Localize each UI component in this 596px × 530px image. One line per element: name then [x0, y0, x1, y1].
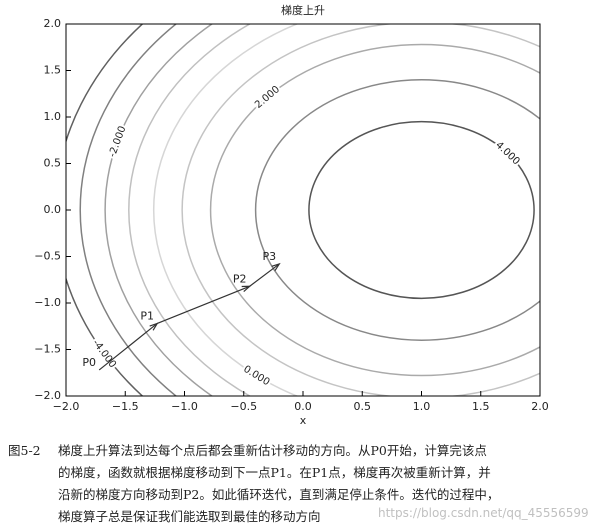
- point-label: P0: [82, 356, 96, 369]
- caption-line: 梯度上升算法到达每个点后都会重新估计移动的方向。从P0开始，计算完该点: [58, 443, 487, 458]
- caption-line: 的梯度，函数就根据梯度移动到下一点P1。在P1点，梯度再次被重新计算，并: [58, 465, 491, 480]
- x-tick-label: 2.0: [531, 400, 549, 413]
- x-tick-label: 1.5: [472, 400, 490, 413]
- contour-line: [209, 43, 540, 377]
- figure-number: 图5-2: [8, 443, 41, 458]
- caption-line: 梯度算子总是保证我们能选取到最佳的移动方向: [58, 509, 321, 524]
- contour-line: [308, 120, 535, 300]
- y-tick-label: 0.0: [44, 203, 62, 216]
- y-tick-label: −2.0: [34, 389, 61, 402]
- y-tick-label: 1.0: [44, 110, 62, 123]
- x-tick-label: −2.0: [53, 400, 80, 413]
- contour-line: [128, 24, 252, 396]
- x-axis-label: x: [300, 414, 307, 427]
- contour-line: [79, 24, 178, 396]
- y-tick-label: −0.5: [34, 250, 61, 263]
- point-label: P2: [233, 272, 247, 285]
- chart: 梯度上升 4.0002.0000.000-2.000-4.000P0P1P2P3…: [34, 3, 549, 427]
- y-tick-label: −1.5: [34, 343, 61, 356]
- y-tick-label: −1.0: [34, 296, 61, 309]
- y-tick-label: 0.5: [44, 157, 62, 170]
- contour-line: [254, 79, 540, 341]
- contour-label: -2.000: [107, 125, 128, 159]
- contour-line: [153, 24, 299, 396]
- contour-line: [104, 24, 214, 396]
- caption-line: 沿新的梯度方向移动到P2。如此循环迭代，直到满足停止条件。迭代的过程中，: [58, 487, 500, 502]
- x-tick-label: −1.0: [171, 400, 198, 413]
- watermark: https://blog.csdn.net/qq_45556599: [378, 506, 589, 520]
- arrow-shaft: [157, 285, 250, 325]
- chart-title: 梯度上升: [281, 3, 325, 17]
- contour-label: 4.000: [493, 140, 521, 168]
- contour-line: [66, 24, 144, 396]
- contour-line: [181, 24, 540, 396]
- caption: 梯度上升算法到达每个点后都会重新估计移动的方向。从P0开始，计算完该点 的梯度，函…: [58, 440, 499, 528]
- x-tick-label: −1.5: [112, 400, 139, 413]
- x-tick-label: 0.0: [294, 400, 312, 413]
- x-tick-label: 0.5: [354, 400, 372, 413]
- arrow-shaft: [249, 263, 280, 287]
- arrow-shaft: [98, 322, 158, 371]
- y-tick-label: 2.0: [44, 17, 62, 30]
- point-label: P3: [262, 250, 276, 263]
- y-tick-label: 1.5: [44, 64, 62, 77]
- x-tick-label: 1.0: [413, 400, 431, 413]
- contour-label: 0.000: [241, 364, 271, 388]
- point-label: P1: [140, 309, 154, 322]
- contour-label: 2.000: [253, 84, 282, 111]
- arrow-head: [271, 262, 281, 271]
- x-tick-label: −0.5: [230, 400, 257, 413]
